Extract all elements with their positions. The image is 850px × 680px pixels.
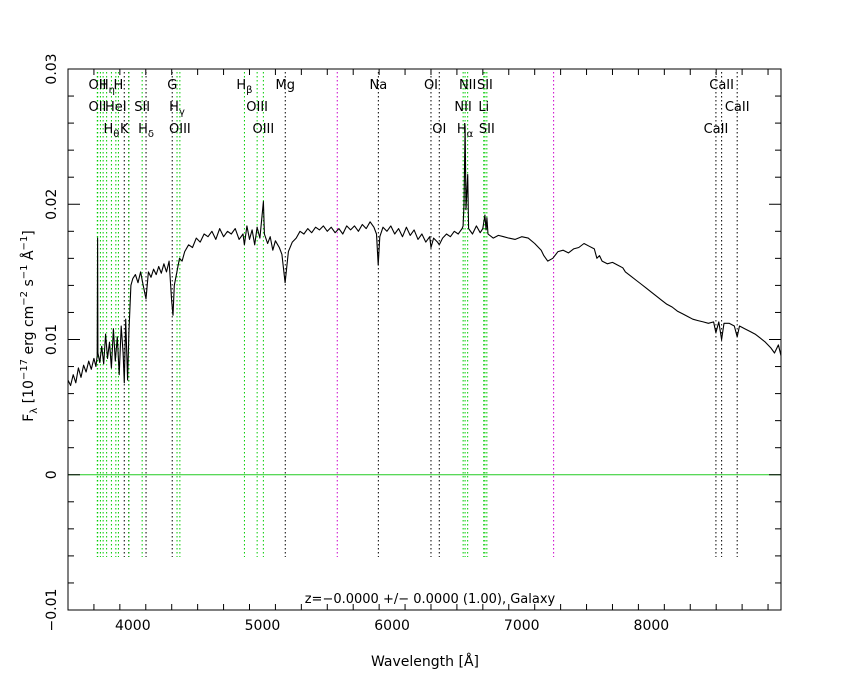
spectral-line-label: NII <box>454 100 471 115</box>
x-tick-label: 4000 <box>115 618 151 634</box>
spectral-line-label: Li <box>478 100 489 115</box>
axis-ticks: 4000 5000 6000 7000 8000 −0.01 0 0.01 0.02 0.03 <box>44 53 781 634</box>
y-label-lambda: λ <box>29 408 40 414</box>
spectral-line-label: SII <box>134 100 150 115</box>
spectral-line-label: Hα <box>457 122 474 140</box>
spectral-line-label: SII <box>477 78 493 93</box>
spectral-line-label: OIII <box>169 122 191 137</box>
y-label-exp3: −1 <box>19 264 30 279</box>
spectral-line-label: K <box>120 122 129 137</box>
y-axis-label: Fλ [10−17 erg cm−2 s−1 Å−1] <box>19 230 40 422</box>
line-markers <box>96 72 738 557</box>
y-label-f: F <box>21 414 37 422</box>
y-label-close: ] <box>21 230 37 235</box>
spectral-line-label: Hβ <box>236 78 252 96</box>
plot-frame <box>67 68 782 611</box>
y-label-mid1: erg cm <box>21 306 37 359</box>
spectral-line-label: CaII <box>704 122 729 137</box>
spectral-line-label: Hγ <box>169 100 185 118</box>
y-label-mid3: Å <box>20 250 37 264</box>
spectral-line-label: CaII <box>709 78 734 93</box>
spectral-line-label: OIII <box>246 100 268 115</box>
spectral-line-label: G <box>167 78 177 93</box>
spectral-line-label: OIII <box>252 122 274 137</box>
spectral-line-label: NII <box>459 78 476 93</box>
x-tick-label: 6000 <box>374 618 410 634</box>
y-tick-label: 0.01 <box>44 324 60 355</box>
spectral-line-label: Na <box>369 78 387 93</box>
spectral-line-label: Hθ <box>103 122 119 140</box>
y-tick-label: −0.01 <box>44 589 60 632</box>
y-label-exp1: −17 <box>19 359 30 380</box>
spectral-line-label: OI <box>432 122 446 137</box>
y-label-mid2: s <box>21 279 37 291</box>
spectral-line-label: H <box>114 78 124 93</box>
spectral-line-label: OI <box>424 78 438 93</box>
x-axis-label: Wavelength [Å] <box>371 653 479 670</box>
x-tick-label: 8000 <box>634 618 670 634</box>
spectrum-series-line <box>67 125 782 387</box>
spectral-line-label: Hδ <box>138 122 154 140</box>
spectral-line-label: CaII <box>725 100 750 115</box>
y-label-exp2: −2 <box>19 291 30 306</box>
spectral-line-label: SII <box>479 122 495 137</box>
y-tick-label: 0.02 <box>44 189 60 220</box>
y-tick-label: 0 <box>44 470 60 479</box>
spectral-line-label: OII <box>88 78 106 93</box>
y-label-exp4: −1 <box>19 236 30 251</box>
spectral-line-label: Mg <box>276 78 295 93</box>
redshift-annotation: z=−0.0000 +/− 0.0000 (1.00), Galaxy <box>305 592 556 607</box>
y-tick-label: 0.03 <box>44 53 60 84</box>
spectral-line-label: Hη <box>99 78 115 96</box>
spectral-line-label: OII <box>88 100 106 115</box>
y-label-open: [10 <box>21 380 37 408</box>
spectral-line-label: HeI <box>105 100 127 115</box>
x-tick-label: 5000 <box>245 618 281 634</box>
x-tick-label: 7000 <box>504 618 540 634</box>
